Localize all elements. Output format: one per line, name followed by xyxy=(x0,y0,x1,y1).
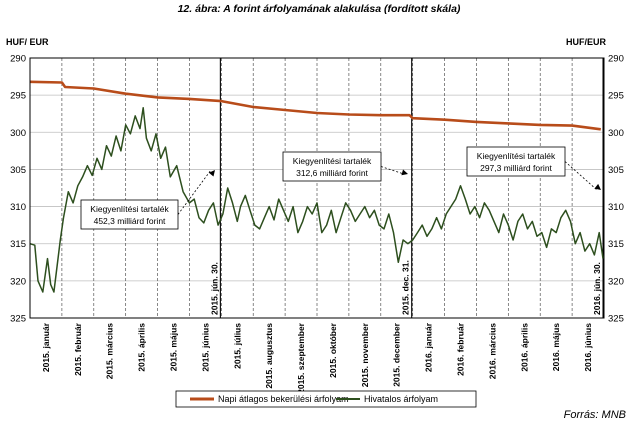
y-tick-label-right: 290 xyxy=(608,54,624,65)
y-axis-label-right: HUF/EUR xyxy=(566,37,606,47)
annotations: Kiegyenlítési tartalék 452,3 milliárd for… xyxy=(80,146,601,230)
y-tick-label-right: 295 xyxy=(608,91,624,102)
y-tick-label-left: 320 xyxy=(10,276,26,287)
y-axis-label-left: HUF/ EUR xyxy=(6,37,49,47)
annotation-line2: 312,6 milliárd forint xyxy=(296,168,368,178)
y-tick-label-left: 310 xyxy=(10,202,26,213)
series-layer xyxy=(29,80,604,293)
x-tick-label: 2015. június xyxy=(200,323,210,372)
y-tick-label-right: 320 xyxy=(608,276,624,287)
y-tick-label-left: 315 xyxy=(10,239,26,250)
x-tick-label: 2015. szeptember xyxy=(296,322,306,394)
y-tick-label-left: 305 xyxy=(10,165,26,176)
legend-label: Hivatalos árfolyam xyxy=(364,394,438,404)
event-label: 2015. dec. 31. xyxy=(401,260,411,315)
legend-label: Napi átlagos bekerülési árfolyam xyxy=(218,394,349,404)
y-tick-label-left: 325 xyxy=(10,314,26,325)
y-tick-label-right: 300 xyxy=(608,128,624,139)
x-tick-label: 2016. június xyxy=(583,323,593,372)
x-tick-label: 2016. január xyxy=(424,322,434,372)
x-axis: 2015. január 2015. február 2015. március 20… xyxy=(41,322,593,394)
annotation-line1: Kiegyenlítési tartalék xyxy=(90,204,169,214)
y-tick-label-right: 305 xyxy=(608,165,624,176)
annotation-leader xyxy=(564,161,598,191)
x-tick-label: 2015. július xyxy=(232,323,242,369)
annotation-leader xyxy=(380,166,405,175)
annotation-line1: Kiegyenlítési tartalék xyxy=(293,156,372,166)
chart-title: 12. ábra: A forint árfolyamának alakulás… xyxy=(177,3,461,15)
x-tick-label: 2015. március xyxy=(105,323,115,380)
event-markers: 2015. jún. 30. 2015. dec. 31. 2016. jún. 3… xyxy=(209,58,604,318)
annotation-line2: 297,3 milliárd forint xyxy=(480,163,552,173)
y-tick-label-left: 295 xyxy=(10,91,26,102)
annotation-arrowhead xyxy=(401,169,408,176)
x-tick-label: 2015. augusztus xyxy=(264,323,274,389)
annotation-line2: 452,3 milliárd forint xyxy=(94,216,166,226)
x-tick-label: 2015. február xyxy=(73,322,83,376)
source-note: Forrás: MNB xyxy=(563,409,626,421)
annotation-box xyxy=(80,199,179,230)
y-tick-label-left: 300 xyxy=(10,128,26,139)
plot-frame xyxy=(29,57,605,319)
annotation-arrowhead xyxy=(208,170,215,177)
series-line-average-rate xyxy=(29,80,601,131)
x-tick-label: 2015. április xyxy=(137,323,147,372)
event-label: 2016. jún. 30. xyxy=(592,262,602,315)
x-tick-label: 2016. február xyxy=(456,322,466,376)
y-tick-label-right: 315 xyxy=(608,239,624,250)
legend-box xyxy=(175,390,477,408)
annotation-box xyxy=(466,146,566,177)
y-axis: 290 290 295 295 300 300 305 305 310 310 315 315 320 3… xyxy=(10,54,624,325)
y-tick-label-right: 310 xyxy=(608,202,624,213)
y-tick-label-left: 290 xyxy=(10,54,26,65)
x-tick-label: 2016. március xyxy=(487,323,497,380)
x-tick-label: 2015. május xyxy=(169,323,179,371)
y-tick-label-right: 325 xyxy=(608,314,624,325)
x-tick-label: 2016. május xyxy=(551,323,561,371)
x-tick-label: 2015. december xyxy=(392,322,402,386)
annotation-line1: Kiegyenlítési tartalék xyxy=(477,151,556,161)
annotation-arrowhead xyxy=(594,183,601,190)
series-line-official-rate xyxy=(29,107,604,293)
event-label: 2015. jún. 30. xyxy=(209,262,219,315)
annotation-leader xyxy=(177,169,212,215)
x-tick-label: 2015. október xyxy=(328,322,338,377)
chart-gridlines xyxy=(30,57,604,319)
annotation-box xyxy=(282,151,382,182)
x-tick-label: 2016. április xyxy=(519,323,529,372)
legend: Napi átlagos bekerülési árfolyam Hivatalo… xyxy=(175,390,477,408)
x-tick-label: 2015. január xyxy=(41,322,51,372)
x-tick-label: 2015. november xyxy=(360,322,370,387)
